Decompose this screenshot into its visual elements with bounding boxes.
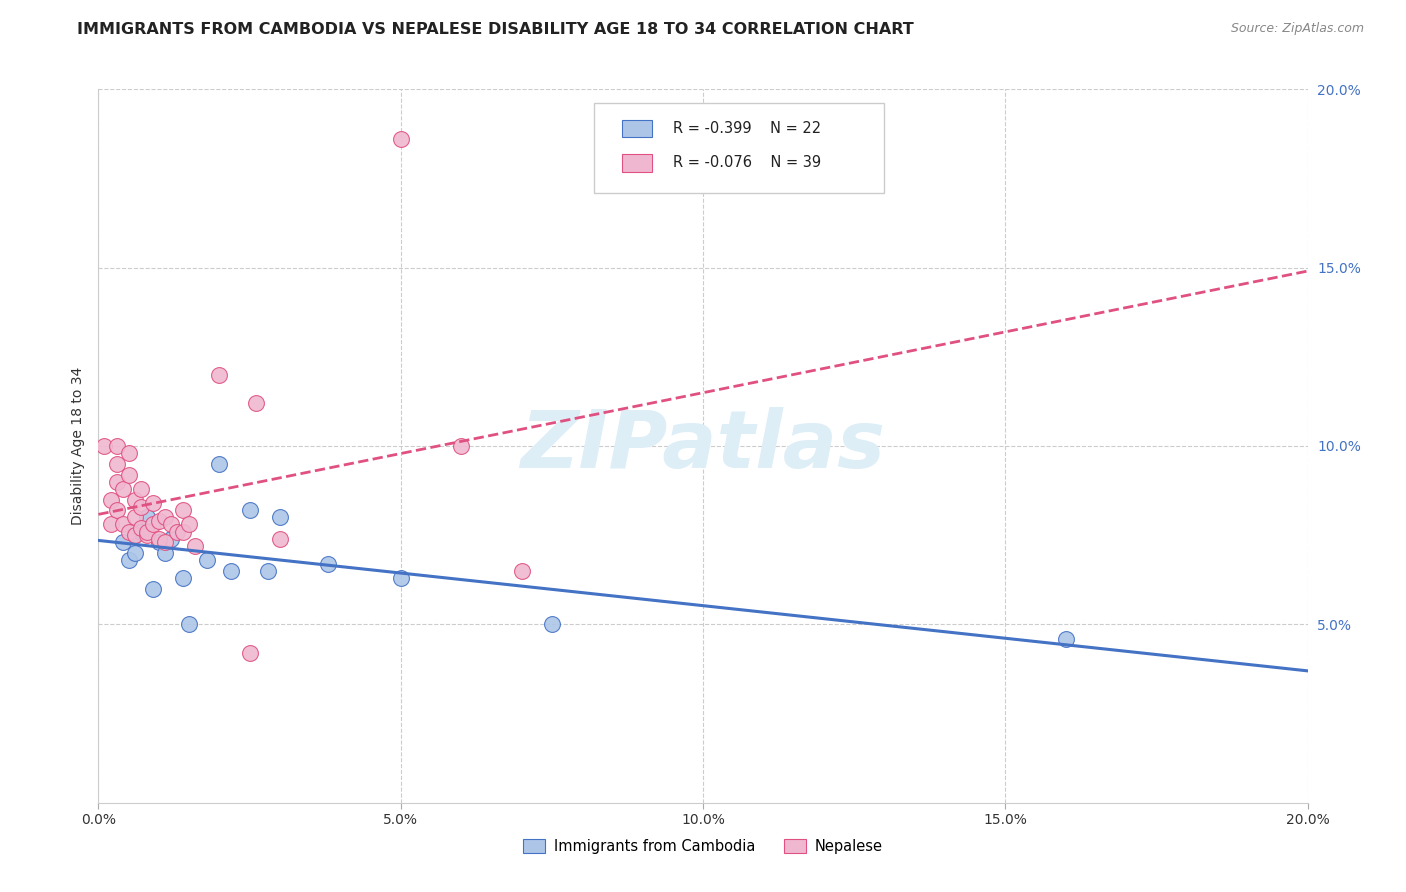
Point: [316, 557, 339, 571]
Text: R = -0.076    N = 39: R = -0.076 N = 39: [672, 155, 821, 170]
Point: [124, 510, 146, 524]
Point: [135, 510, 157, 524]
Point: [135, 528, 157, 542]
Y-axis label: Disability Age 18 to 34: Disability Age 18 to 34: [70, 367, 84, 525]
Point: [239, 503, 262, 517]
Point: [118, 467, 141, 482]
Point: [105, 475, 128, 489]
Point: [239, 646, 262, 660]
Point: [129, 521, 152, 535]
Point: [148, 514, 170, 528]
Point: [172, 503, 194, 517]
Point: [93, 439, 115, 453]
Point: [111, 482, 134, 496]
Point: [142, 517, 165, 532]
Point: [389, 571, 412, 585]
Point: [221, 564, 243, 578]
Point: [389, 132, 412, 146]
Point: [111, 535, 134, 549]
Point: [208, 457, 231, 471]
Point: [179, 517, 201, 532]
Point: [179, 617, 201, 632]
Point: [135, 524, 157, 539]
Point: [129, 482, 152, 496]
Point: [129, 500, 152, 514]
Text: ZIPatlas: ZIPatlas: [520, 407, 886, 485]
Point: [111, 517, 134, 532]
Point: [118, 524, 141, 539]
Point: [540, 617, 562, 632]
Point: [184, 539, 207, 553]
Point: [153, 510, 176, 524]
Point: [105, 457, 128, 471]
Point: [269, 510, 291, 524]
Point: [118, 446, 141, 460]
Legend: Immigrants from Cambodia, Nepalese: Immigrants from Cambodia, Nepalese: [517, 832, 889, 860]
Point: [124, 528, 146, 542]
Point: [142, 496, 165, 510]
Point: [105, 439, 128, 453]
Point: [208, 368, 231, 382]
Point: [148, 532, 170, 546]
Point: [148, 535, 170, 549]
Point: [195, 553, 218, 567]
Point: [172, 524, 194, 539]
Point: [166, 524, 188, 539]
Text: Source: ZipAtlas.com: Source: ZipAtlas.com: [1230, 22, 1364, 36]
Point: [256, 564, 278, 578]
Point: [450, 439, 472, 453]
Point: [1054, 632, 1077, 646]
FancyBboxPatch shape: [621, 153, 652, 171]
FancyBboxPatch shape: [621, 120, 652, 137]
Point: [124, 528, 146, 542]
Point: [124, 546, 146, 560]
Point: [269, 532, 291, 546]
Point: [245, 396, 267, 410]
Point: [118, 553, 141, 567]
Point: [105, 503, 128, 517]
Point: [153, 546, 176, 560]
Point: [100, 517, 122, 532]
Text: IMMIGRANTS FROM CAMBODIA VS NEPALESE DISABILITY AGE 18 TO 34 CORRELATION CHART: IMMIGRANTS FROM CAMBODIA VS NEPALESE DIS…: [77, 22, 914, 37]
Point: [129, 524, 152, 539]
Point: [124, 492, 146, 507]
Point: [153, 535, 176, 549]
Point: [160, 517, 183, 532]
Text: R = -0.399    N = 22: R = -0.399 N = 22: [672, 121, 821, 136]
Point: [100, 492, 122, 507]
Point: [172, 571, 194, 585]
Point: [160, 532, 183, 546]
FancyBboxPatch shape: [595, 103, 884, 193]
Point: [510, 564, 533, 578]
Point: [142, 582, 165, 596]
